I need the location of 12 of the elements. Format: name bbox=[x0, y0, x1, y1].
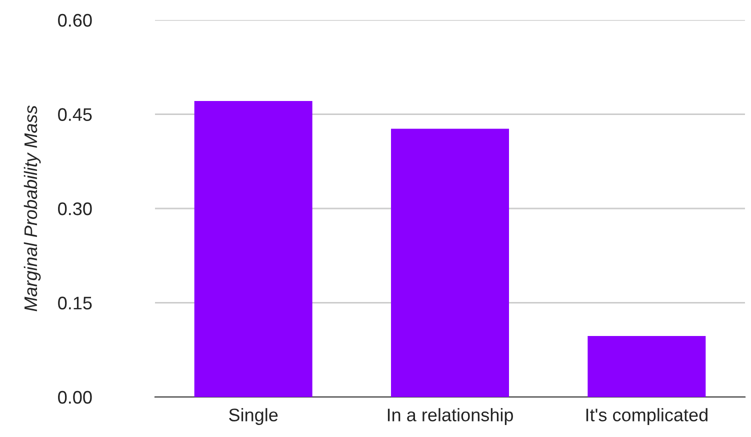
y-axis-title: Marginal Probability Mass bbox=[24, 106, 41, 312]
x-tick-label: In a relationship bbox=[388, 408, 513, 425]
y-tick-label: 0.30 bbox=[58, 202, 92, 216]
y-tick-label: 0.45 bbox=[58, 108, 92, 121]
y-tick-label: 0.00 bbox=[58, 390, 92, 404]
bar bbox=[194, 101, 312, 397]
x-tick-label: Single bbox=[229, 408, 278, 425]
y-tick-label: 0.15 bbox=[58, 296, 92, 310]
x-tick-label: It's complicated bbox=[586, 408, 708, 425]
y-tick-label: 0.60 bbox=[58, 14, 92, 27]
bar bbox=[588, 336, 706, 397]
bar bbox=[391, 128, 509, 397]
